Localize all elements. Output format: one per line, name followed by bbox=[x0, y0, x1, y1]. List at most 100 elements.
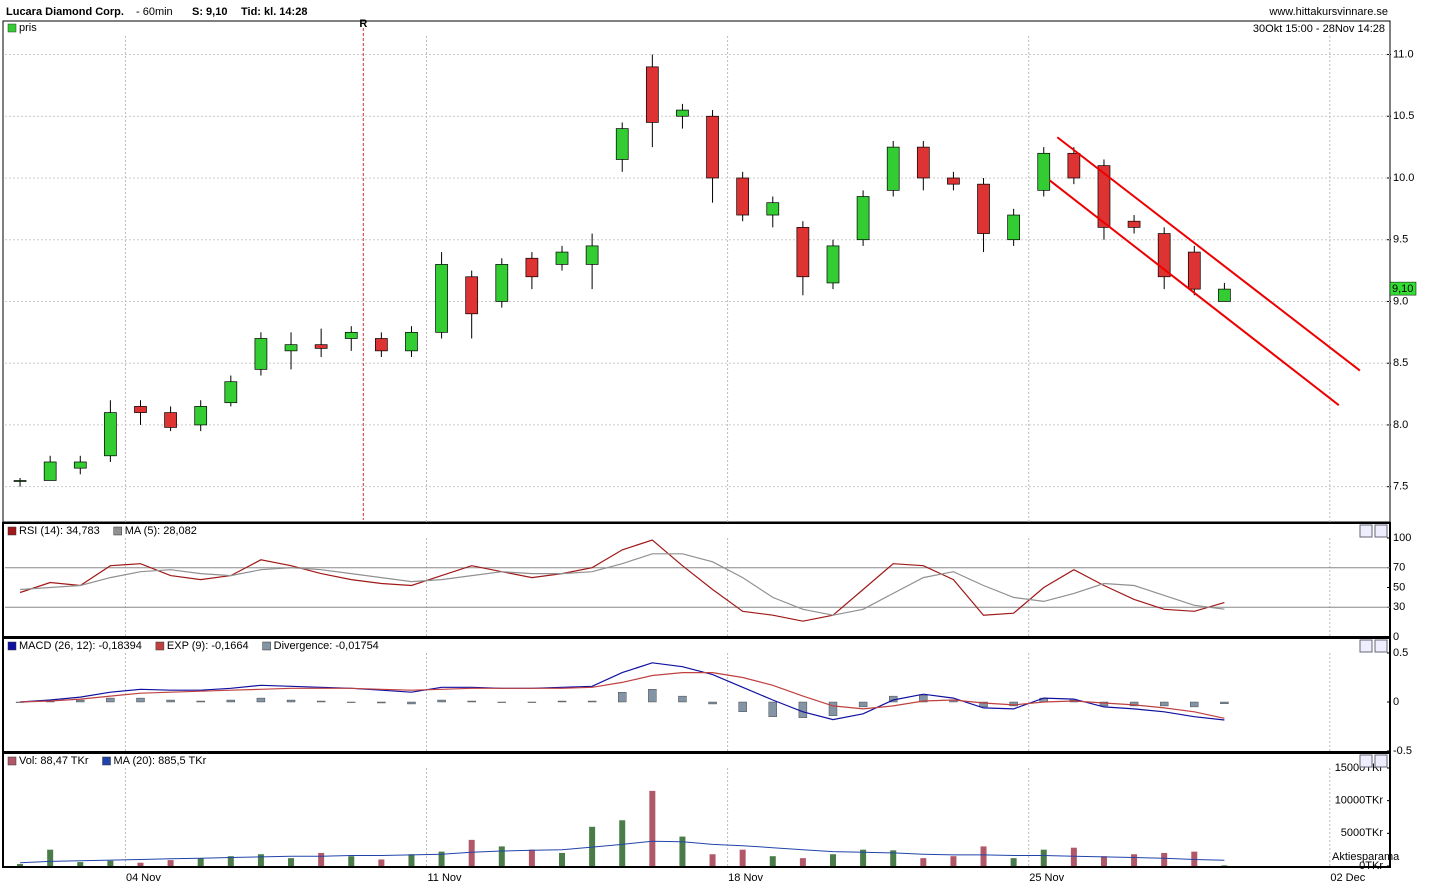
panel-button bbox=[1374, 639, 1388, 653]
volume-bar bbox=[950, 856, 957, 866]
volume-bar bbox=[709, 854, 716, 866]
legend-swatch bbox=[155, 641, 165, 651]
volume-bar bbox=[378, 859, 385, 866]
candle-body bbox=[224, 381, 238, 404]
panel-button bbox=[1359, 639, 1373, 653]
divergence-bar bbox=[708, 701, 717, 705]
divergence-bar bbox=[136, 697, 145, 703]
volume-panel bbox=[2, 752, 1391, 868]
volume-bar bbox=[1040, 849, 1047, 866]
divergence-bar bbox=[166, 699, 175, 703]
candle-body bbox=[886, 146, 900, 191]
volume-bar bbox=[1100, 856, 1107, 866]
candle-body bbox=[736, 177, 750, 216]
candle-body bbox=[13, 480, 27, 482]
volume-bar bbox=[47, 849, 54, 866]
volume-bar bbox=[589, 826, 596, 866]
line bbox=[20, 840, 1225, 864]
price-tag bbox=[1389, 281, 1417, 296]
source: www.hittakursvinnare.se bbox=[1268, 6, 1388, 18]
volume-bar bbox=[408, 854, 415, 866]
legend-swatch bbox=[7, 23, 17, 33]
candle-body bbox=[1187, 251, 1201, 290]
divergence-bar bbox=[527, 701, 537, 703]
volume-bar bbox=[920, 858, 927, 866]
divergence-bar bbox=[1220, 701, 1229, 704]
divergence-bar bbox=[738, 701, 747, 713]
y-tick-label: 9.5 bbox=[1393, 234, 1408, 246]
legend-swatch bbox=[7, 756, 17, 766]
volume-bar bbox=[679, 836, 686, 866]
volume-bar bbox=[167, 860, 174, 866]
candle-body bbox=[766, 202, 780, 216]
candle-body bbox=[405, 331, 418, 352]
y-tick-label: 70 bbox=[1393, 562, 1405, 574]
y-tick-label: 9.0 bbox=[1393, 295, 1408, 307]
candle-body bbox=[555, 251, 569, 265]
candle-body bbox=[796, 227, 810, 278]
divergence-bar bbox=[497, 701, 506, 703]
volume-bar bbox=[1221, 865, 1228, 866]
legend-label: RSI (14): 34,783 bbox=[19, 525, 100, 537]
line bbox=[19, 539, 1225, 622]
legend-swatch bbox=[102, 756, 111, 766]
y-tick-label: -0.5 bbox=[1393, 745, 1412, 757]
candle-body bbox=[164, 412, 177, 428]
legend-swatch bbox=[113, 526, 122, 536]
x-tick-label: 18 Nov bbox=[728, 872, 763, 884]
x-tick-label: 11 Nov bbox=[427, 872, 462, 884]
divergence-bar bbox=[1099, 701, 1109, 707]
volume-bar bbox=[257, 854, 264, 866]
volume-bar bbox=[619, 820, 626, 866]
legend-label: MA (5): 28,082 bbox=[125, 525, 197, 537]
trend-line bbox=[1049, 179, 1340, 406]
candle-body bbox=[104, 412, 117, 457]
volume-bar bbox=[769, 856, 776, 866]
candle-body bbox=[73, 461, 87, 469]
volume-bar bbox=[498, 846, 505, 866]
candle-body bbox=[977, 183, 990, 234]
divergence-bar bbox=[618, 692, 627, 703]
y-tick-label: 7.5 bbox=[1393, 481, 1408, 493]
volume-bar bbox=[107, 860, 114, 866]
y-tick-label: 0TKr bbox=[1359, 860, 1383, 872]
x-tick-label: 02 Dec bbox=[1330, 872, 1365, 884]
candle-body bbox=[826, 245, 840, 284]
divergence-bar bbox=[768, 701, 777, 717]
volume-bar bbox=[739, 849, 746, 866]
chart-title: Lucara Diamond Corp. bbox=[6, 6, 124, 18]
legend-label: MA (20): 885,5 TKr bbox=[114, 755, 207, 767]
line bbox=[20, 553, 1225, 616]
volume-bar bbox=[829, 854, 836, 866]
candle-body bbox=[1097, 165, 1111, 228]
candle-body bbox=[284, 344, 298, 352]
legend-swatch bbox=[7, 526, 17, 536]
y-tick-label: 8.5 bbox=[1393, 357, 1408, 369]
legend-label: Divergence: -0,01754 bbox=[274, 640, 379, 652]
candle-body bbox=[645, 66, 659, 123]
divergence-bar bbox=[979, 701, 988, 708]
volume-bar bbox=[1161, 852, 1168, 866]
x-tick-label: 04 Nov bbox=[126, 872, 161, 884]
divergence-bar bbox=[347, 701, 356, 703]
last-price: S: 9,10 bbox=[192, 6, 227, 18]
divergence-bar bbox=[1159, 701, 1169, 707]
time-label: Tid: kl. 14:28 bbox=[241, 6, 307, 18]
y-tick-label: 10.5 bbox=[1393, 110, 1414, 122]
legend-swatch bbox=[7, 641, 17, 651]
volume-bar bbox=[77, 862, 84, 866]
legend-label: Vol: 88,47 TKr bbox=[19, 755, 89, 767]
panel-button bbox=[1359, 524, 1373, 538]
candle-body bbox=[375, 338, 388, 352]
divergence-bar bbox=[648, 689, 657, 703]
candle-body bbox=[495, 264, 509, 302]
volume-bar bbox=[288, 858, 295, 866]
candle-body bbox=[706, 115, 719, 179]
legend-label: MACD (26, 12): -0,18394 bbox=[19, 640, 142, 652]
divergence-bar bbox=[256, 697, 266, 703]
volume-bar bbox=[468, 839, 475, 866]
volume-bar bbox=[1070, 847, 1077, 866]
candle-body bbox=[1218, 288, 1231, 302]
y-tick-label: 10000TKr bbox=[1335, 795, 1384, 807]
divergence-bar bbox=[1190, 701, 1199, 708]
